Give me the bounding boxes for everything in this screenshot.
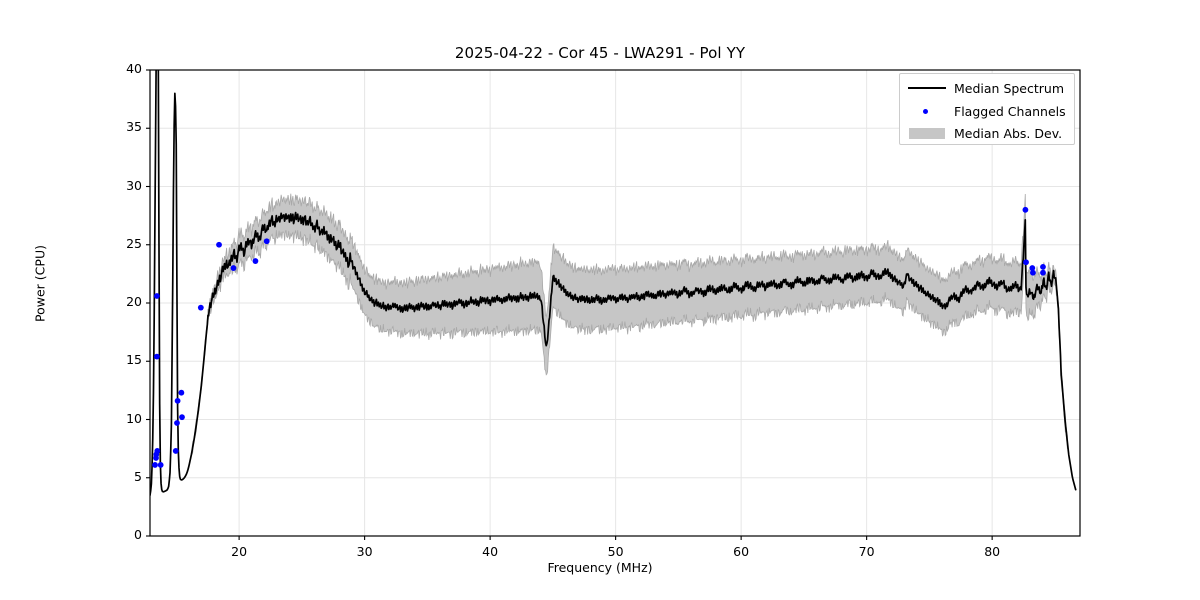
flagged-channel-dot [1040, 263, 1046, 270]
flagged-channel-dot [154, 293, 160, 299]
flagged-channel-dot [172, 448, 179, 454]
flagged-channel-dot [153, 455, 159, 461]
legend-marker-swatch [900, 99, 954, 123]
median-spectrum-line [150, 70, 1077, 497]
x-tick-label: 70 [858, 544, 875, 559]
legend-patch-swatch [900, 121, 954, 145]
flagged-channel-dot [174, 397, 181, 404]
y-tick-label: 30 [126, 177, 142, 193]
x-tick-label: 50 [607, 544, 624, 559]
flagged-channel-dot [197, 304, 204, 311]
y-tick-label: 15 [126, 352, 142, 368]
legend-label: Median Abs. Dev. [954, 125, 1063, 141]
flagged-channel-dot [1023, 259, 1029, 266]
flagged-channel-dot [1030, 269, 1036, 276]
flagged-channel-dot [1022, 206, 1029, 213]
y-tick-label: 10 [126, 410, 142, 426]
y-tick-label: 0 [134, 527, 142, 542]
legend-item-flagged-channels: Flagged Channels [900, 99, 1076, 123]
chart-title: 2025-04-22 - Cor 45 - LWA291 - Pol YY [454, 44, 746, 62]
flagged-channel-dot [263, 238, 270, 245]
legend-item-median-spectrum: Median Spectrum [900, 76, 1076, 100]
flagged-channel-dot [1040, 269, 1046, 276]
x-tick-label: 20 [231, 544, 248, 559]
flagged-channel-dot [154, 353, 160, 360]
y-tick-label: 20 [126, 294, 142, 309]
flagged-channel-dot [178, 389, 185, 396]
flagged-channel-dot [179, 414, 185, 421]
flagged-channel-dot [174, 420, 180, 426]
flagged-channel-markers [152, 206, 1046, 468]
y-tick-label: 25 [126, 235, 142, 251]
chart-legend: Median Spectrum Flagged Channels Median … [899, 73, 1075, 145]
flagged-channel-dot [230, 265, 237, 271]
legend-item-median-abs-dev: Median Abs. Dev. [900, 121, 1076, 145]
x-tick-label: 60 [733, 544, 750, 559]
flagged-channel-dot [157, 462, 164, 468]
legend-line-swatch [900, 76, 954, 100]
flagged-channel-dot [252, 258, 259, 264]
x-tick-label: 40 [482, 544, 499, 559]
flagged-channel-dot [152, 462, 158, 468]
x-tick-label: 80 [984, 544, 1001, 559]
y-tick-label: 5 [134, 468, 142, 484]
y-axis-label: Power (CPU) [32, 245, 48, 322]
flagged-channel-dot [216, 241, 222, 248]
x-axis-label: Frequency (MHz) [547, 560, 653, 575]
y-tick-label: 40 [126, 61, 142, 76]
x-tick-label: 30 [356, 544, 373, 559]
flagged-channel-dot [1029, 265, 1036, 271]
legend-label: Median Spectrum [954, 80, 1065, 96]
y-tick-label: 35 [126, 119, 142, 135]
legend-label: Flagged Channels [954, 103, 1066, 119]
axis-ticks [146, 69, 993, 540]
